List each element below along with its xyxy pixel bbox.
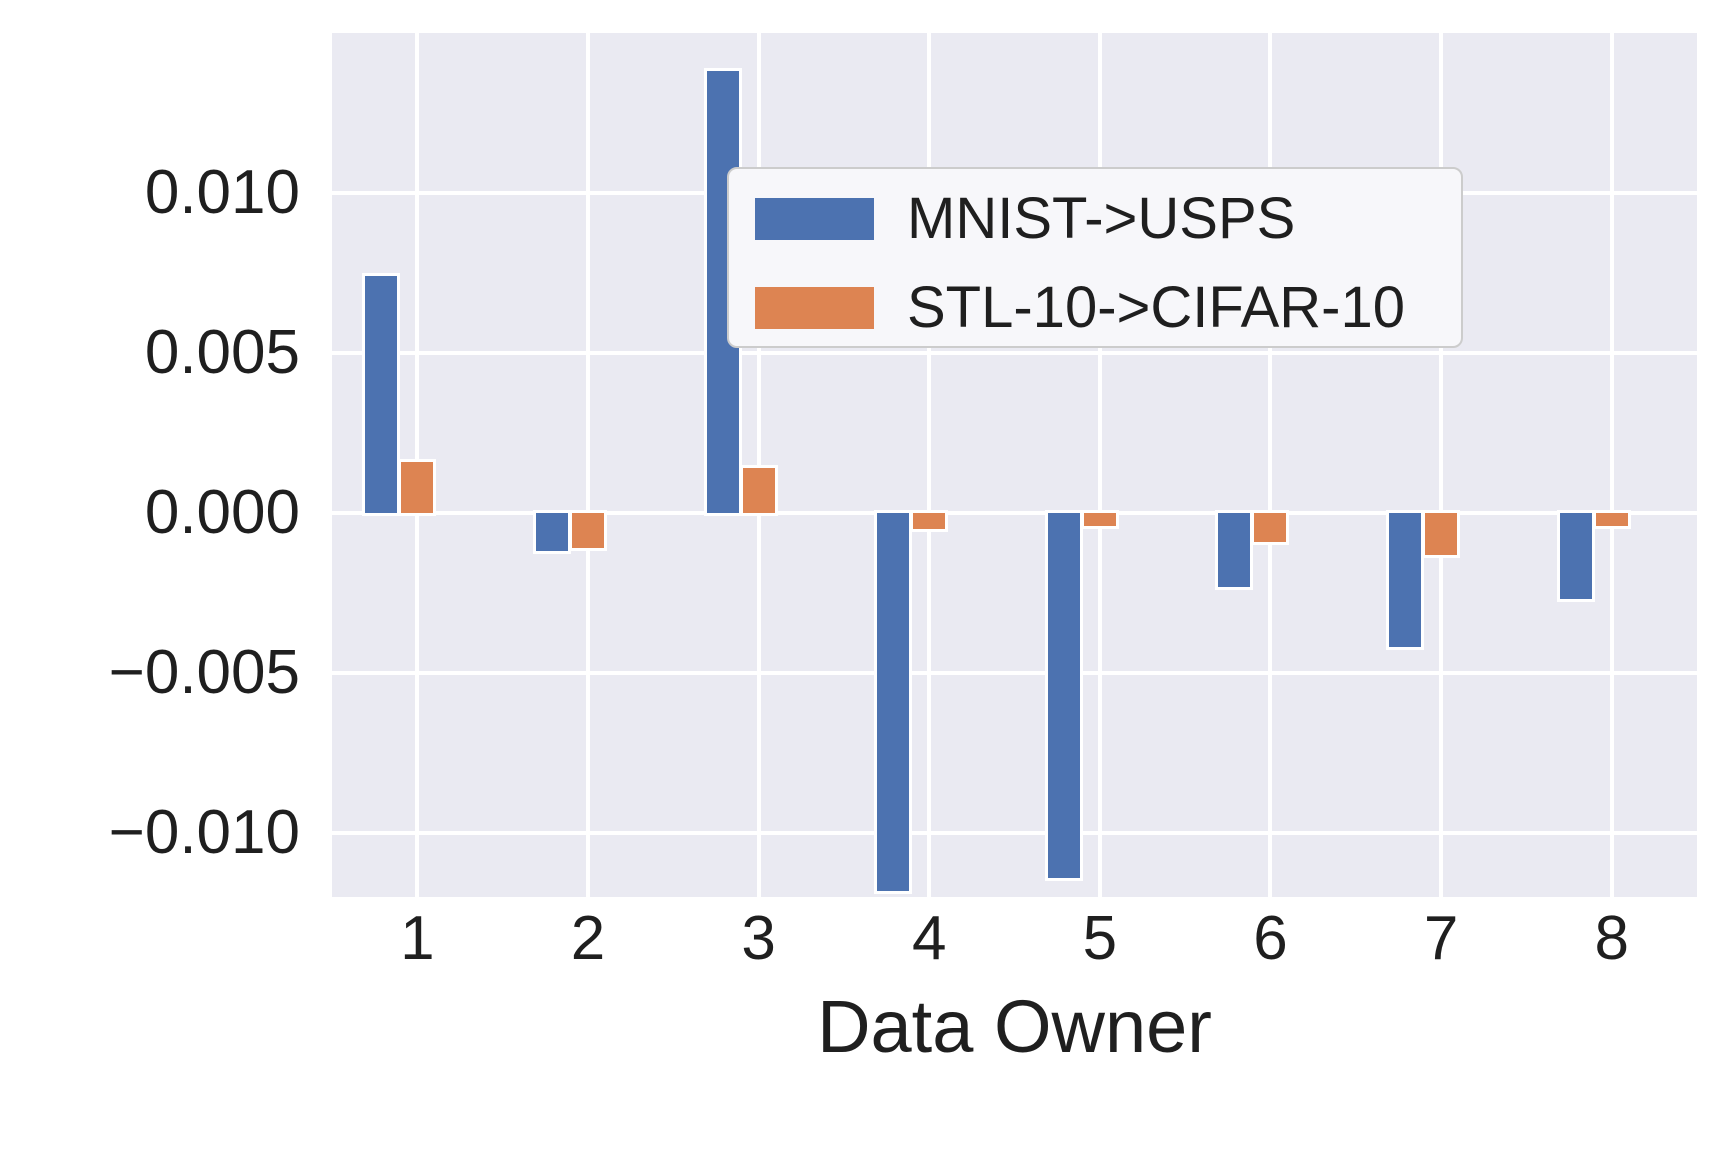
h-gridline xyxy=(332,511,1697,515)
bar-stl-10-cifar-10-owner-1 xyxy=(401,461,434,513)
v-gridline xyxy=(927,33,932,897)
bar-stl-10-cifar-10-owner-7 xyxy=(1425,513,1458,555)
legend-label-stl10-cifar10: STL-10->CIFAR-10 xyxy=(907,275,1406,340)
x-tick-label: 3 xyxy=(741,904,776,973)
bar-stl-10-cifar-10-owner-3 xyxy=(742,468,775,513)
legend: MNIST->USPS STL-10->CIFAR-10 xyxy=(727,167,1463,348)
x-tick-label: 2 xyxy=(570,904,606,973)
bar-mnist-usps-owner-7 xyxy=(1389,513,1422,648)
v-gridline xyxy=(585,33,590,897)
x-tick-label: 7 xyxy=(1423,904,1459,973)
v-gridline xyxy=(1097,33,1102,897)
legend-swatch-stl10-cifar10 xyxy=(755,287,874,329)
bar-mnist-usps-owner-4 xyxy=(877,513,910,891)
v-gridline xyxy=(1609,33,1614,897)
y-tick-label: 0.005 xyxy=(144,318,300,387)
legend-entry-stl10-cifar10: STL-10->CIFAR-10 xyxy=(755,279,1405,337)
bar-stl-10-cifar-10-owner-6 xyxy=(1254,513,1287,542)
x-tick-label: 6 xyxy=(1253,904,1288,973)
y-tick-label: −0.005 xyxy=(108,638,300,707)
h-gridline xyxy=(332,351,1697,355)
y-tick-label: −0.010 xyxy=(108,798,300,867)
legend-entry-mnist-usps: MNIST->USPS xyxy=(755,190,1295,248)
bar-mnist-usps-owner-5 xyxy=(1047,513,1080,878)
x-tick-label: 5 xyxy=(1082,904,1118,973)
bar-stl-10-cifar-10-owner-5 xyxy=(1083,513,1116,526)
h-gridline xyxy=(332,671,1697,675)
y-tick-label: 0.010 xyxy=(144,158,300,227)
bar-stl-10-cifar-10-owner-8 xyxy=(1595,513,1628,526)
x-axis-label: Data Owner xyxy=(817,985,1212,1068)
bar-mnist-usps-owner-6 xyxy=(1218,513,1251,587)
legend-swatch-mnist-usps xyxy=(755,198,874,240)
bar-mnist-usps-owner-8 xyxy=(1559,513,1592,600)
v-gridline xyxy=(1268,33,1273,897)
h-gridline xyxy=(332,831,1697,835)
bar-stl-10-cifar-10-owner-4 xyxy=(913,513,946,529)
v-gridline xyxy=(756,33,761,897)
x-tick-label: 8 xyxy=(1594,904,1629,973)
bar-mnist-usps-owner-1 xyxy=(365,276,398,513)
legend-label-mnist-usps: MNIST->USPS xyxy=(907,186,1296,251)
y-tick-label: 0.000 xyxy=(144,478,300,547)
bar-stl-10-cifar-10-owner-2 xyxy=(571,513,604,549)
x-tick-label: 1 xyxy=(400,904,435,973)
plot-area xyxy=(332,33,1697,897)
v-gridline xyxy=(1439,33,1444,897)
bar-mnist-usps-owner-2 xyxy=(535,513,568,552)
x-tick-label: 4 xyxy=(911,904,947,973)
